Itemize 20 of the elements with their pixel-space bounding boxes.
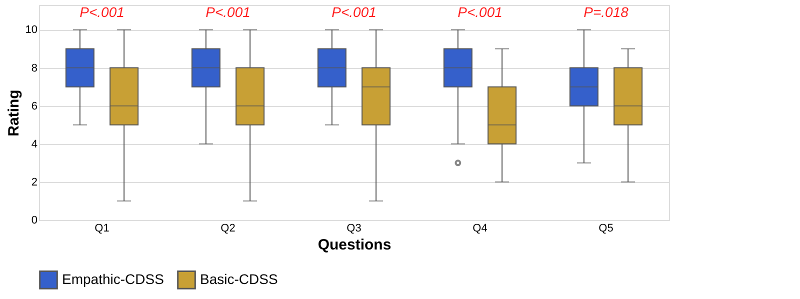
x-tick-label: Q5: [598, 222, 614, 234]
y-axis-title: Rating: [5, 90, 22, 136]
y-tick-label: 2: [31, 176, 38, 188]
y-tick-label: 8: [31, 62, 38, 74]
x-tick-label: Q4: [472, 222, 488, 234]
legend-label: Empathic-CDSS: [62, 270, 164, 287]
x-tick-label: Q2: [220, 222, 236, 234]
x-tick-label: Q3: [346, 222, 362, 234]
annotation: P<.001: [332, 4, 376, 20]
annotation: P<.001: [206, 4, 250, 20]
annotation: P=.018: [584, 4, 629, 20]
y-tick-label: 4: [31, 138, 38, 150]
y-tick-label: 0: [31, 214, 38, 226]
annotation: P<.001: [458, 4, 502, 20]
y-tick-label: 10: [25, 24, 38, 36]
x-tick-label: Q1: [94, 222, 110, 234]
y-tick-label: 6: [31, 100, 38, 112]
x-axis-title: Questions: [318, 236, 392, 254]
annotation: P<.001: [80, 4, 124, 20]
legend-label: Basic-CDSS: [200, 270, 278, 287]
